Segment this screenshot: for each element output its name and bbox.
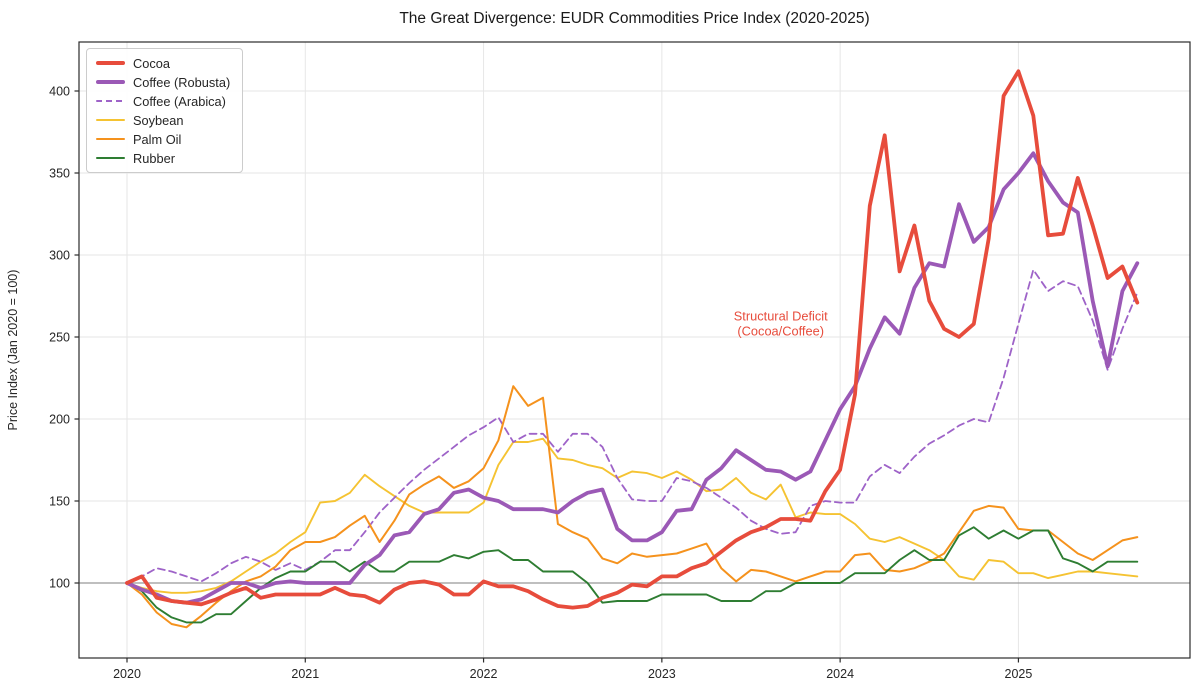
series-line-palm-oil <box>126 385 1139 629</box>
legend: Cocoa Coffee (Robusta) Coffee (Arabica) Soy… <box>86 48 244 173</box>
x-tick-label: 2023 <box>648 667 676 681</box>
legend-item-cocoa: Cocoa <box>96 55 230 71</box>
legend-line-sample <box>96 137 125 141</box>
chart-title: The Great Divergence: EUDR Commodities P… <box>399 10 870 27</box>
legend-label: Soybean <box>133 112 184 128</box>
series-line-cocoa <box>125 69 1140 610</box>
plot-frame <box>78 41 1191 659</box>
y-tick-label: 100 <box>49 577 70 591</box>
y-tick-label: 250 <box>49 331 70 345</box>
x-tick-label: 2021 <box>291 667 319 681</box>
y-tick-label: 300 <box>49 249 70 263</box>
annotation-line-2: (Cocoa/Coffee) <box>737 323 824 339</box>
series-line-soybean <box>126 437 1139 594</box>
legend-line-sample <box>96 80 125 84</box>
legend-line-sample <box>96 61 125 65</box>
y-tick-label: 200 <box>49 413 70 427</box>
legend-label: Rubber <box>133 150 175 166</box>
legend-item-rubber: Rubber <box>96 150 230 166</box>
legend-label: Palm Oil <box>133 131 182 147</box>
legend-item-palm-oil: Palm Oil <box>96 131 230 147</box>
x-tick-label: 2020 <box>113 667 141 681</box>
legend-label: Coffee (Arabica) <box>133 93 226 109</box>
x-tick-label: 2024 <box>826 667 854 681</box>
annotation-structural-deficit: Structural Deficit (Cocoa/Coffee) <box>734 308 828 339</box>
legend-item-soybean: Soybean <box>96 112 230 128</box>
x-tick-label: 2022 <box>470 667 498 681</box>
legend-label: Coffee (Robusta) <box>133 74 231 90</box>
x-tick-label: 2025 <box>1005 667 1033 681</box>
y-tick-label: 150 <box>49 495 70 509</box>
legend-item-coffee-arabica-: Coffee (Arabica) <box>96 93 230 109</box>
series-line-coffee-robusta- <box>125 151 1140 605</box>
series-line-rubber <box>126 526 1139 624</box>
legend-item-coffee-robusta-: Coffee (Robusta) <box>96 74 231 90</box>
legend-line-sample <box>96 99 125 103</box>
y-tick-label: 400 <box>49 85 70 99</box>
legend-line-sample <box>96 156 125 160</box>
legend-line-sample <box>96 118 125 122</box>
legend-label: Cocoa <box>133 55 170 71</box>
annotation-line-1: Structural Deficit <box>733 308 828 324</box>
series-line-coffee-arabica- <box>126 268 1139 584</box>
y-tick-label: 350 <box>49 167 70 181</box>
